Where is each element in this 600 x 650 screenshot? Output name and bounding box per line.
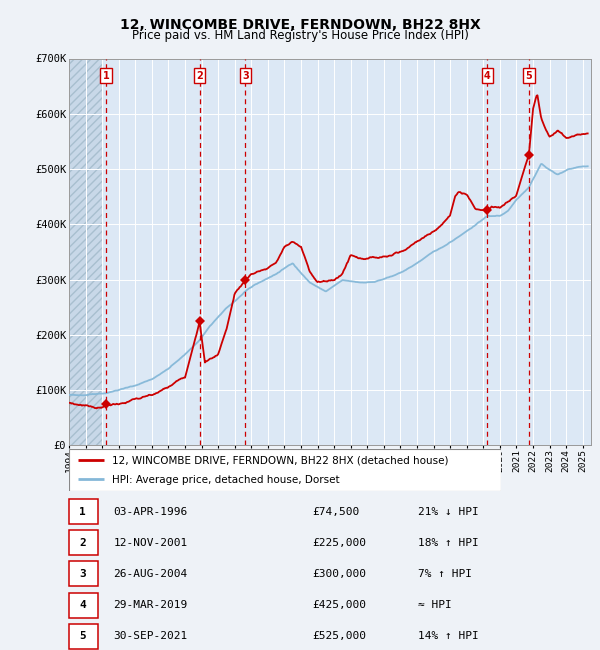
FancyBboxPatch shape <box>68 562 97 586</box>
Text: 03-APR-1996: 03-APR-1996 <box>113 506 187 517</box>
Text: 3: 3 <box>242 71 249 81</box>
Text: £300,000: £300,000 <box>313 569 367 579</box>
Text: 7% ↑ HPI: 7% ↑ HPI <box>418 569 472 579</box>
FancyBboxPatch shape <box>68 499 97 524</box>
FancyBboxPatch shape <box>68 593 97 618</box>
Text: 12-NOV-2001: 12-NOV-2001 <box>113 538 187 548</box>
Text: 5: 5 <box>526 71 532 81</box>
Text: HPI: Average price, detached house, Dorset: HPI: Average price, detached house, Dors… <box>112 474 340 485</box>
FancyBboxPatch shape <box>68 624 97 649</box>
Text: 5: 5 <box>79 631 86 642</box>
Text: £425,000: £425,000 <box>313 600 367 610</box>
Text: Price paid vs. HM Land Registry's House Price Index (HPI): Price paid vs. HM Land Registry's House … <box>131 29 469 42</box>
Text: £525,000: £525,000 <box>313 631 367 642</box>
Text: 2: 2 <box>196 71 203 81</box>
FancyBboxPatch shape <box>68 530 97 555</box>
Text: £225,000: £225,000 <box>313 538 367 548</box>
Text: 12, WINCOMBE DRIVE, FERNDOWN, BH22 8HX (detached house): 12, WINCOMBE DRIVE, FERNDOWN, BH22 8HX (… <box>112 456 449 465</box>
Text: 14% ↑ HPI: 14% ↑ HPI <box>418 631 479 642</box>
Text: 26-AUG-2004: 26-AUG-2004 <box>113 569 187 579</box>
Text: £74,500: £74,500 <box>313 506 360 517</box>
Text: 2: 2 <box>79 538 86 548</box>
FancyBboxPatch shape <box>69 448 501 491</box>
Text: 29-MAR-2019: 29-MAR-2019 <box>113 600 187 610</box>
Text: 12, WINCOMBE DRIVE, FERNDOWN, BH22 8HX: 12, WINCOMBE DRIVE, FERNDOWN, BH22 8HX <box>119 18 481 32</box>
Text: 3: 3 <box>79 569 86 579</box>
Text: 4: 4 <box>79 600 86 610</box>
Text: 21% ↓ HPI: 21% ↓ HPI <box>418 506 479 517</box>
Text: 1: 1 <box>79 506 86 517</box>
Text: 1: 1 <box>103 71 110 81</box>
Text: 4: 4 <box>484 71 491 81</box>
Text: ≈ HPI: ≈ HPI <box>418 600 452 610</box>
Text: 18% ↑ HPI: 18% ↑ HPI <box>418 538 479 548</box>
Text: 30-SEP-2021: 30-SEP-2021 <box>113 631 187 642</box>
